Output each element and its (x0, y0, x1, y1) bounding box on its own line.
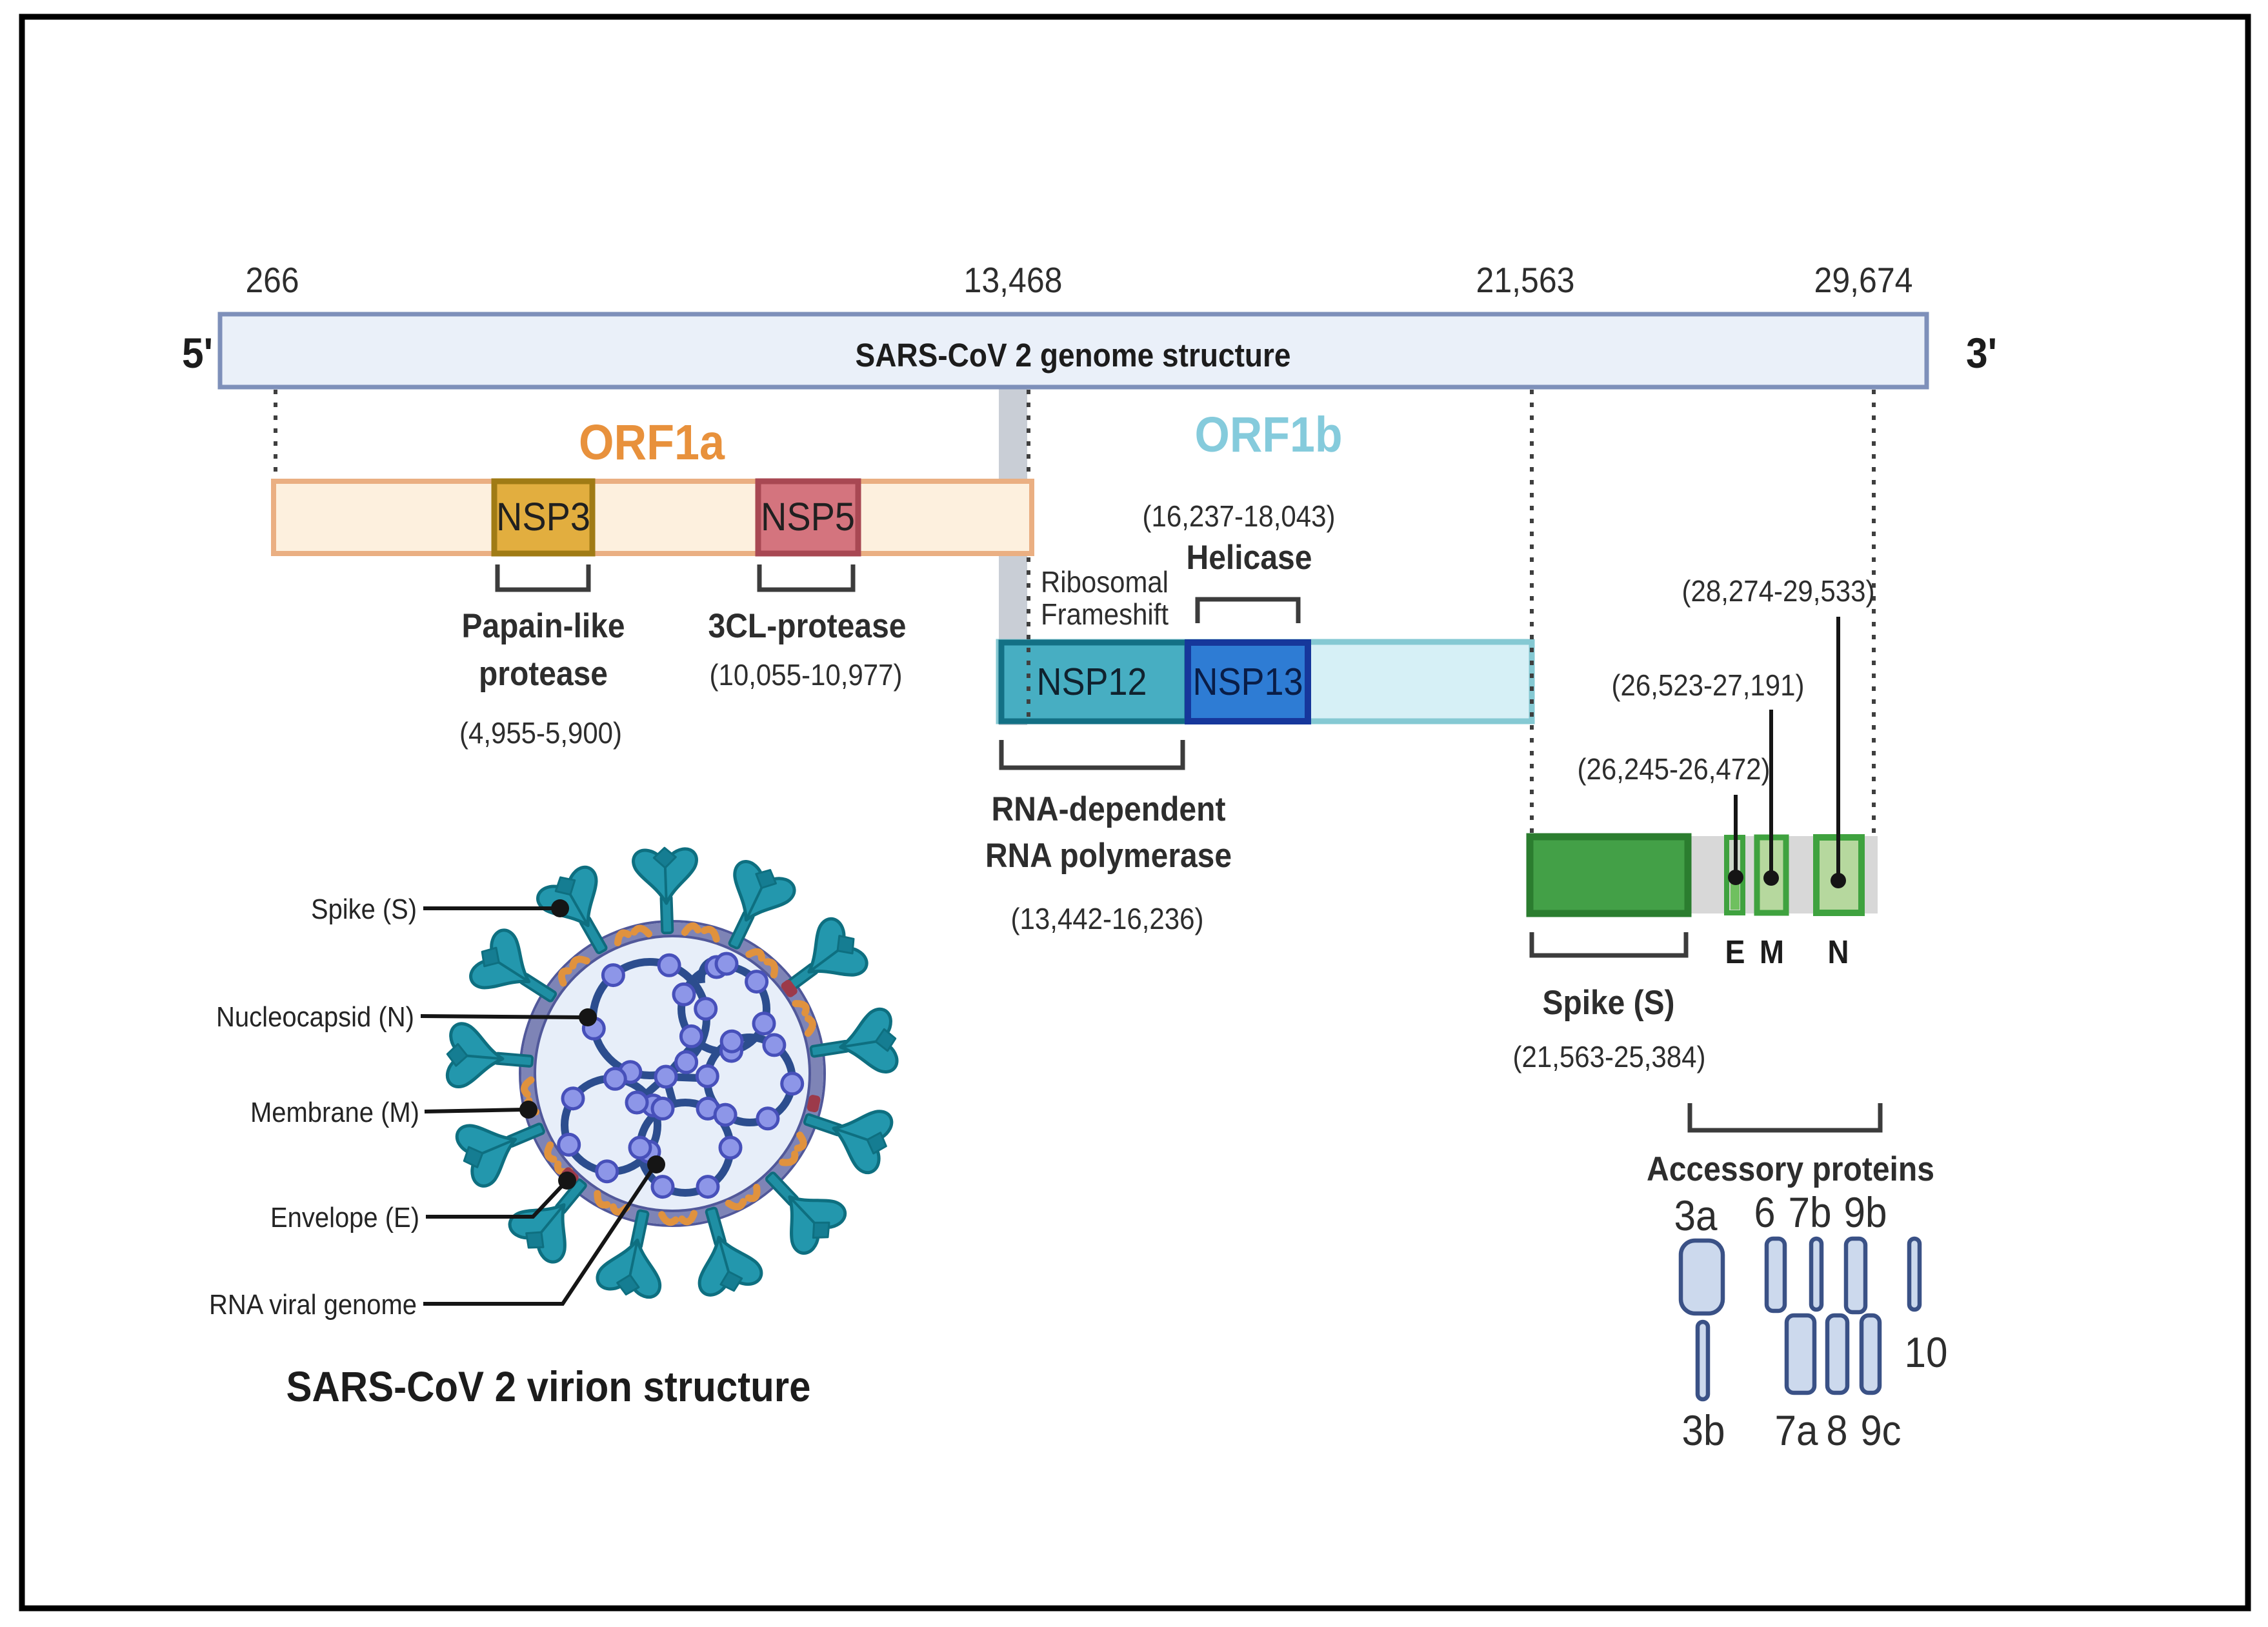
svg-text:RNA viral genome: RNA viral genome (209, 1289, 417, 1321)
svg-text:NSP12: NSP12 (1037, 660, 1147, 703)
svg-text:(21,563-25,384): (21,563-25,384) (1513, 1040, 1706, 1073)
svg-text:(10,055-10,977): (10,055-10,977) (710, 658, 903, 692)
svg-text:Papain-like: Papain-like (462, 607, 625, 645)
svg-text:NSP5: NSP5 (761, 495, 855, 539)
svg-text:(16,237-18,043): (16,237-18,043) (1143, 499, 1336, 533)
svg-text:Nucleocapsid (N): Nucleocapsid (N) (216, 1001, 414, 1033)
svg-text:(26,523-27,191): (26,523-27,191) (1612, 668, 1805, 702)
svg-text:ORF1b: ORF1b (1195, 407, 1343, 463)
svg-text:NSP13: NSP13 (1193, 660, 1303, 703)
svg-text:Ribosomal: Ribosomal (1041, 565, 1169, 599)
svg-text:9c: 9c (1861, 1406, 1902, 1454)
svg-text:N: N (1828, 933, 1849, 970)
svg-text:21,563: 21,563 (1476, 260, 1575, 300)
svg-text:9b: 9b (1844, 1188, 1887, 1236)
svg-text:M: M (1760, 933, 1784, 970)
svg-text:8: 8 (1827, 1406, 1848, 1454)
svg-text:RNA polymerase: RNA polymerase (985, 837, 1232, 875)
svg-text:3': 3' (1966, 329, 1997, 377)
svg-text:SARS-CoV 2 genome structure: SARS-CoV 2 genome structure (856, 337, 1291, 374)
svg-text:(13,442-16,236): (13,442-16,236) (1011, 902, 1204, 935)
svg-text:E: E (1725, 933, 1745, 970)
svg-text:5': 5' (182, 329, 213, 377)
svg-text:6: 6 (1754, 1188, 1776, 1236)
svg-text:7b: 7b (1789, 1188, 1832, 1236)
svg-text:(26,245-26,472): (26,245-26,472) (1578, 752, 1771, 786)
svg-text:Accessory proteins: Accessory proteins (1647, 1150, 1934, 1188)
svg-text:13,468: 13,468 (964, 260, 1063, 300)
svg-text:266: 266 (246, 260, 299, 300)
svg-text:RNA-dependent: RNA-dependent (992, 790, 1226, 828)
svg-text:7a: 7a (1775, 1406, 1818, 1454)
svg-text:3a: 3a (1674, 1192, 1718, 1239)
svg-text:Membrane (M): Membrane (M) (250, 1097, 419, 1128)
svg-text:10: 10 (1905, 1328, 1948, 1376)
svg-text:SARS-CoV 2 virion structure: SARS-CoV 2 virion structure (286, 1362, 811, 1410)
svg-text:Spike (S): Spike (S) (1543, 984, 1675, 1022)
svg-text:ORF1a: ORF1a (579, 415, 725, 470)
svg-text:protease: protease (479, 655, 608, 693)
svg-text:3CL-protease: 3CL-protease (708, 607, 907, 645)
svg-text:Envelope (E): Envelope (E) (270, 1202, 419, 1233)
svg-text:29,674: 29,674 (1814, 260, 1913, 300)
svg-text:NSP3: NSP3 (496, 495, 590, 539)
svg-text:3b: 3b (1682, 1406, 1725, 1454)
svg-text:Helicase: Helicase (1187, 539, 1312, 577)
svg-text:Spike (S): Spike (S) (311, 893, 417, 925)
svg-text:(4,955-5,900): (4,955-5,900) (459, 716, 622, 750)
svg-text:(28,274-29,533): (28,274-29,533) (1682, 574, 1875, 608)
svg-text:Frameshift: Frameshift (1041, 597, 1169, 631)
